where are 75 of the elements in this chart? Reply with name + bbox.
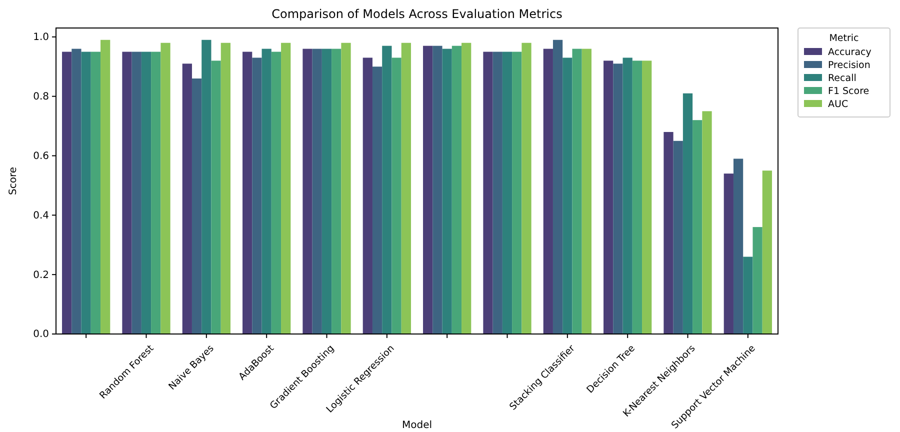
bar: [151, 52, 161, 334]
bar: [312, 48, 322, 334]
bar: [281, 42, 291, 334]
legend-label: F1 Score: [828, 86, 870, 97]
bar: [452, 46, 462, 334]
bar: [362, 58, 372, 334]
bar: [322, 48, 332, 334]
y-tick-label: 0.6: [33, 150, 49, 162]
bar: [604, 60, 614, 334]
bar: [160, 42, 170, 334]
bar: [752, 227, 762, 334]
bar: [673, 140, 683, 334]
bar: [90, 52, 101, 334]
legend-title: Metric: [829, 33, 859, 44]
bar: [392, 58, 402, 334]
y-tick-label: 0.4: [33, 210, 49, 222]
bar: [462, 42, 472, 334]
bar: [512, 52, 522, 334]
legend-label: Precision: [828, 60, 870, 71]
bar: [632, 60, 642, 334]
bar: [762, 170, 772, 334]
bar: [442, 48, 452, 334]
bar: [81, 52, 91, 334]
bar: [483, 52, 493, 334]
y-axis-title: Score: [8, 166, 19, 196]
bar: [423, 46, 433, 334]
bar: [252, 58, 262, 334]
y-tick-label: 1.0: [33, 32, 49, 44]
legend-label: Recall: [828, 73, 856, 84]
bar: [432, 46, 442, 334]
y-tick-label: 0.2: [33, 270, 49, 281]
bar: [382, 46, 392, 334]
bar: [122, 52, 132, 334]
bar: [552, 40, 563, 334]
bar: [543, 48, 553, 334]
legend-label: Accuracy: [828, 47, 872, 58]
legend-label: AUC: [828, 99, 848, 110]
bar: [141, 52, 152, 334]
bar: [372, 66, 382, 334]
y-tick-label: 0.0: [33, 329, 49, 340]
bar: [62, 52, 72, 334]
bar: [401, 42, 411, 334]
x-axis-title: Model: [402, 420, 432, 431]
bar: [72, 48, 82, 334]
bar: [622, 58, 632, 334]
bar: [692, 120, 702, 334]
bar: [262, 48, 272, 334]
bar: [192, 78, 202, 334]
bar: [733, 158, 744, 334]
y-tick-label: 0.8: [33, 92, 49, 103]
bar: [562, 58, 572, 334]
bar: [724, 174, 734, 334]
bar: [302, 48, 312, 334]
bar: [582, 48, 592, 334]
bar: [743, 256, 753, 334]
bar: [664, 132, 674, 334]
bar: [332, 48, 342, 334]
bar: [271, 52, 282, 334]
bar: [572, 48, 582, 334]
bar: [220, 42, 230, 334]
bar: [492, 52, 502, 334]
bar: [182, 64, 192, 334]
bar: [613, 64, 623, 334]
bar: [132, 52, 142, 334]
bar: [702, 111, 712, 334]
bar: [100, 40, 110, 334]
bar: [502, 52, 512, 334]
bar: [642, 60, 652, 334]
bar: [682, 93, 693, 334]
bar: [522, 42, 532, 334]
bar: [341, 42, 351, 334]
bar: [202, 40, 212, 334]
bar: [211, 60, 221, 334]
bar: [242, 52, 252, 334]
chart-title: Comparison of Models Across Evaluation Metrics: [272, 7, 562, 21]
